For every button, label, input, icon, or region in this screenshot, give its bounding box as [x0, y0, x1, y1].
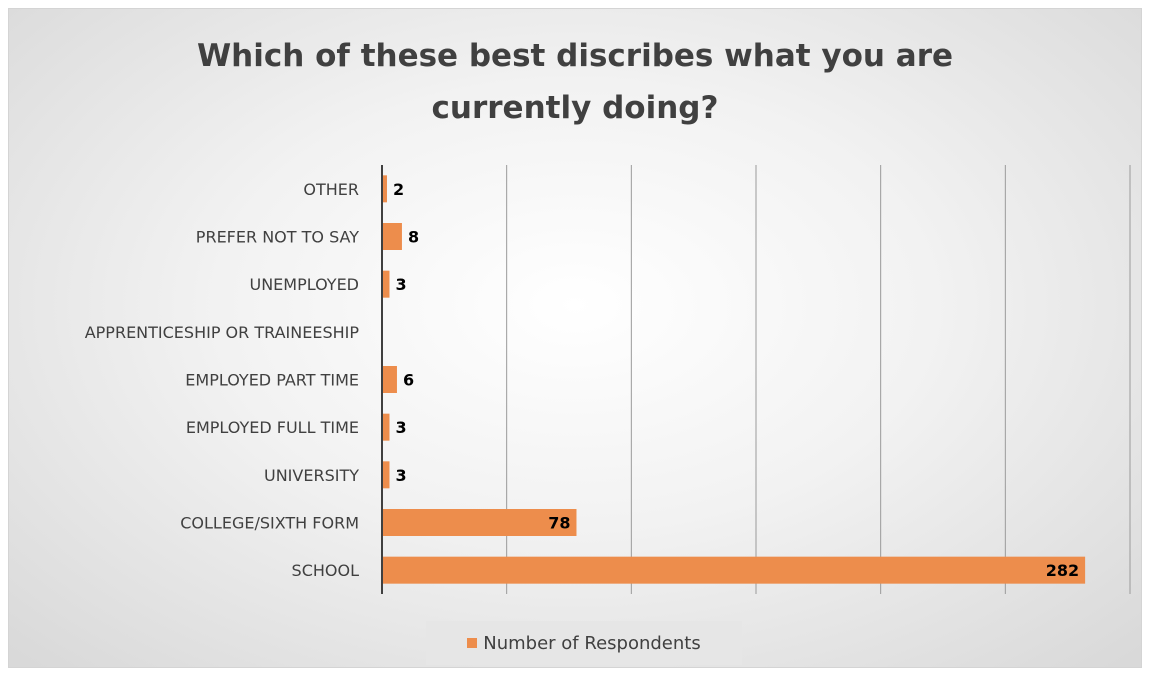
bar	[382, 175, 387, 203]
data-label: 3	[395, 418, 406, 437]
bar	[382, 461, 390, 489]
legend: Number of Respondents	[426, 621, 742, 665]
data-label: 78	[548, 514, 570, 533]
category-label: UNIVERSITY	[264, 466, 359, 485]
category-label: EMPLOYED FULL TIME	[186, 418, 359, 437]
bar	[382, 556, 1086, 584]
bar	[382, 223, 402, 250]
chart-title-line-2: currently doing?	[431, 90, 719, 126]
category-label: PREFER NOT TO SAY	[196, 228, 359, 247]
bar	[382, 413, 390, 441]
category-label: APPRENTICESHIP OR TRAINEESHIP	[85, 323, 360, 342]
category-label: SCHOOL	[292, 561, 360, 580]
data-label: 6	[403, 371, 414, 390]
bar	[382, 509, 577, 536]
category-label: EMPLOYED PART TIME	[185, 371, 359, 390]
bar	[382, 270, 390, 298]
chart-title: Which of these best discribes what you a…	[0, 30, 1150, 134]
category-label: UNEMPLOYED	[249, 275, 359, 294]
legend-label: Number of Respondents	[483, 632, 701, 654]
data-label: 2	[393, 180, 404, 199]
data-label: 3	[395, 275, 406, 294]
data-label: 3	[395, 466, 406, 485]
chart-title-line-1: Which of these best discribes what you a…	[196, 38, 954, 74]
data-label: 8	[408, 228, 419, 247]
legend-swatch	[467, 638, 478, 648]
bar	[382, 366, 397, 393]
data-label: 282	[1046, 561, 1079, 580]
category-label: COLLEGE/SIXTH FORM	[180, 514, 359, 533]
category-label: OTHER	[303, 180, 359, 199]
